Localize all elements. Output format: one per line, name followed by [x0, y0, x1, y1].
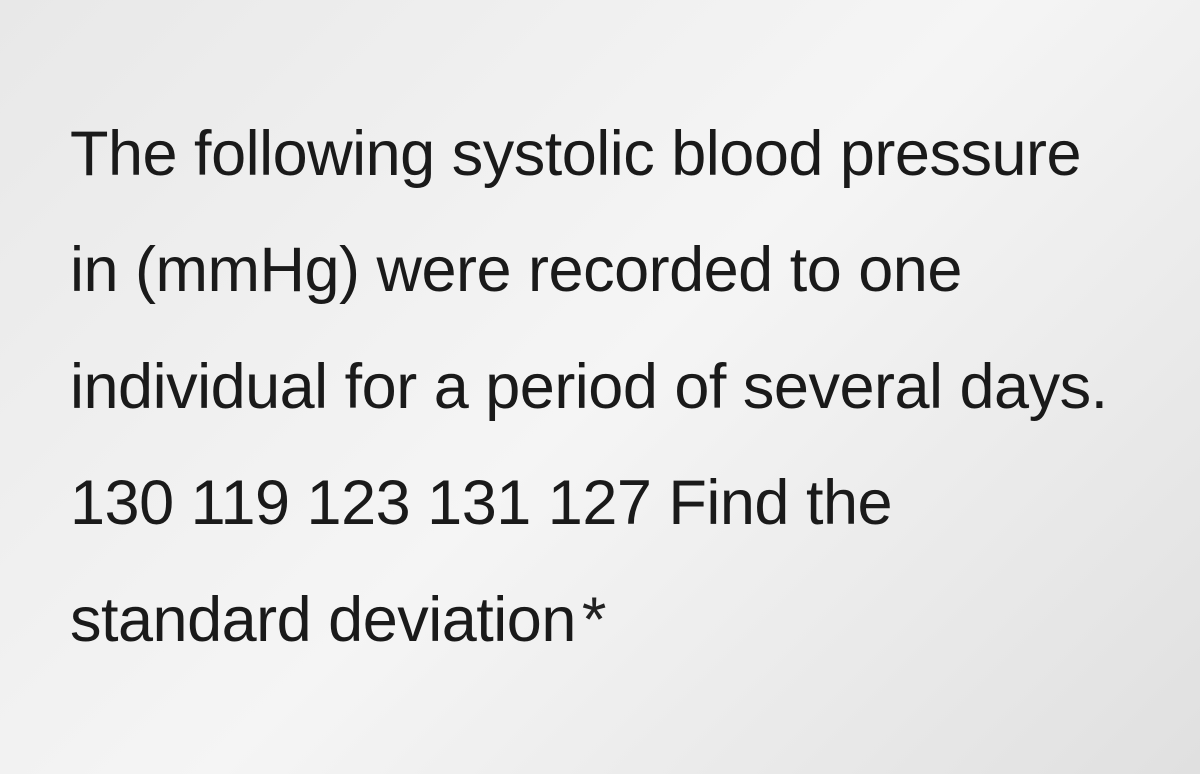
question-body: The following systolic blood pressure in…: [70, 119, 1108, 655]
question-text: The following systolic blood pressure in…: [70, 96, 1140, 679]
question-container: The following systolic blood pressure in…: [0, 46, 1200, 729]
required-asterisk: *: [582, 585, 606, 655]
